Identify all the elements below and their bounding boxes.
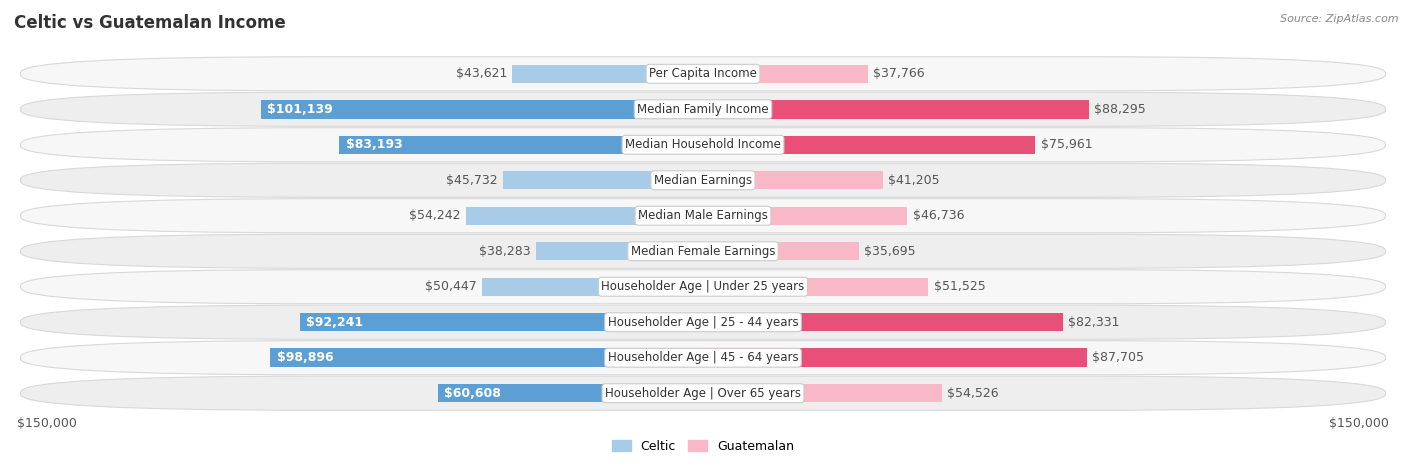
Bar (703, 348, 1087, 367)
Bar (703, 100, 1090, 119)
Bar (703, 384, 942, 403)
Bar (512, 64, 703, 83)
Text: Householder Age | 45 - 64 years: Householder Age | 45 - 64 years (607, 351, 799, 364)
Text: $54,526: $54,526 (946, 387, 998, 400)
Text: Per Capita Income: Per Capita Income (650, 67, 756, 80)
Bar (270, 348, 703, 367)
Text: $101,139: $101,139 (267, 103, 333, 116)
FancyBboxPatch shape (21, 163, 1385, 197)
Bar (437, 384, 703, 403)
Text: $35,695: $35,695 (865, 245, 917, 258)
Text: Householder Age | Under 25 years: Householder Age | Under 25 years (602, 280, 804, 293)
Text: $60,608: $60,608 (444, 387, 502, 400)
FancyBboxPatch shape (21, 305, 1385, 339)
FancyBboxPatch shape (21, 234, 1385, 268)
Text: Celtic vs Guatemalan Income: Celtic vs Guatemalan Income (14, 14, 285, 32)
Text: $50,447: $50,447 (426, 280, 477, 293)
Text: Householder Age | 25 - 44 years: Householder Age | 25 - 44 years (607, 316, 799, 329)
Text: $37,766: $37,766 (873, 67, 925, 80)
FancyBboxPatch shape (21, 376, 1385, 410)
Bar (703, 64, 868, 83)
Bar (703, 313, 1063, 332)
FancyBboxPatch shape (21, 199, 1385, 233)
Bar (703, 135, 1035, 154)
Bar (465, 206, 703, 225)
FancyBboxPatch shape (21, 57, 1385, 91)
Bar (703, 171, 883, 190)
Text: Median Earnings: Median Earnings (654, 174, 752, 187)
Text: $41,205: $41,205 (889, 174, 941, 187)
Text: $75,961: $75,961 (1040, 138, 1092, 151)
Bar (703, 206, 907, 225)
Text: $92,241: $92,241 (307, 316, 363, 329)
Bar (503, 171, 703, 190)
Text: Median Female Earnings: Median Female Earnings (631, 245, 775, 258)
Bar (482, 277, 703, 296)
Text: $45,732: $45,732 (446, 174, 498, 187)
Bar (299, 313, 703, 332)
FancyBboxPatch shape (21, 270, 1385, 304)
Text: Median Household Income: Median Household Income (626, 138, 780, 151)
Text: $88,295: $88,295 (1094, 103, 1146, 116)
Text: $38,283: $38,283 (478, 245, 530, 258)
Text: Median Family Income: Median Family Income (637, 103, 769, 116)
Bar (703, 277, 928, 296)
Text: $82,331: $82,331 (1069, 316, 1121, 329)
Bar (703, 242, 859, 261)
Bar (536, 242, 703, 261)
Legend: Celtic, Guatemalan: Celtic, Guatemalan (607, 435, 799, 458)
Text: $87,705: $87,705 (1092, 351, 1144, 364)
Text: $46,736: $46,736 (912, 209, 965, 222)
FancyBboxPatch shape (21, 128, 1385, 162)
Text: $51,525: $51,525 (934, 280, 986, 293)
Bar (260, 100, 703, 119)
Bar (339, 135, 703, 154)
Text: $43,621: $43,621 (456, 67, 508, 80)
Text: Median Male Earnings: Median Male Earnings (638, 209, 768, 222)
FancyBboxPatch shape (21, 341, 1385, 375)
Text: Householder Age | Over 65 years: Householder Age | Over 65 years (605, 387, 801, 400)
Text: $54,242: $54,242 (409, 209, 461, 222)
Text: Source: ZipAtlas.com: Source: ZipAtlas.com (1281, 14, 1399, 24)
Text: $98,896: $98,896 (277, 351, 333, 364)
FancyBboxPatch shape (21, 92, 1385, 126)
Text: $83,193: $83,193 (346, 138, 402, 151)
